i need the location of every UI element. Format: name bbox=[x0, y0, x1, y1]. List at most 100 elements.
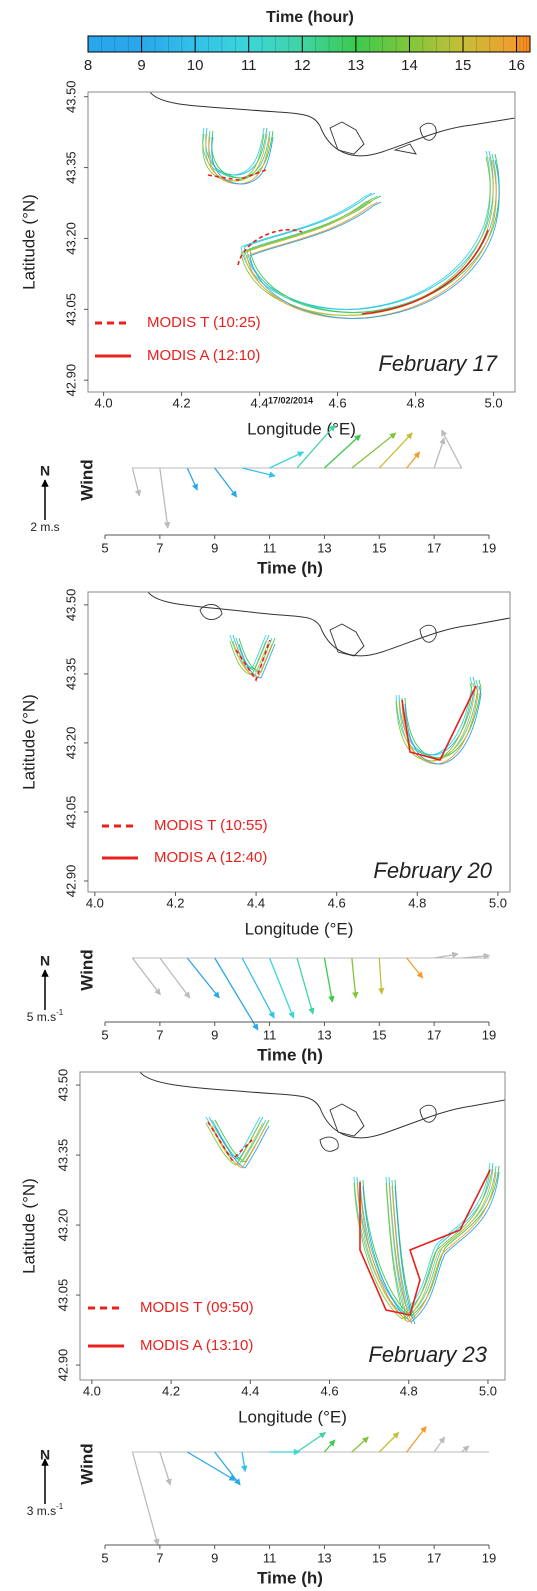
colorbar-tick-label: 15 bbox=[455, 57, 472, 74]
x-tick-label: 15 bbox=[372, 540, 386, 555]
x-tick-label: 19 bbox=[482, 1027, 496, 1042]
x-tick-label: 11 bbox=[263, 540, 277, 555]
colorbar-tick-label: 16 bbox=[508, 57, 525, 74]
colorbar-segment bbox=[302, 36, 356, 52]
wind-arrow bbox=[131, 1451, 160, 1546]
colorbar-segment bbox=[88, 36, 142, 52]
x-tick-label: 9 bbox=[211, 540, 218, 555]
colorbar-tick-label: 14 bbox=[401, 57, 418, 74]
colorbar-segment bbox=[141, 36, 196, 52]
plume-contour bbox=[205, 127, 268, 176]
plume-contour bbox=[229, 634, 267, 670]
plume-contour bbox=[246, 195, 379, 251]
wind-arrow bbox=[131, 467, 142, 497]
plume-contour bbox=[362, 1165, 500, 1317]
legend-label: MODIS T (10:25) bbox=[147, 314, 261, 331]
scale-exponent: -1 bbox=[56, 1502, 64, 1511]
plume-contour bbox=[240, 156, 491, 316]
plume-contour bbox=[388, 1182, 410, 1322]
y-axis-label: Latitude (°N) bbox=[19, 194, 38, 290]
coast-detail bbox=[393, 143, 417, 155]
x-tick-label: 5.0 bbox=[479, 1383, 497, 1398]
colorbar-segment bbox=[463, 36, 517, 52]
plume-contour bbox=[229, 640, 267, 676]
y-tick-label: 43.35 bbox=[63, 658, 78, 691]
modis-contour bbox=[359, 1169, 491, 1316]
x-axis-label: Time (h) bbox=[257, 1045, 323, 1064]
colorbar-tick-label: 11 bbox=[241, 57, 257, 74]
colorbar-title: Time (hour) bbox=[266, 9, 354, 26]
wind-arrow bbox=[241, 957, 275, 1019]
x-tick-label: 17 bbox=[427, 1550, 441, 1565]
x-tick-label: 4.2 bbox=[162, 1383, 180, 1398]
x-tick-label: 4.0 bbox=[95, 395, 113, 410]
wind-arrow bbox=[406, 957, 424, 979]
plume-contour bbox=[391, 1185, 413, 1325]
y-axis-label: Wind bbox=[77, 949, 96, 990]
x-tick-label: 13 bbox=[317, 1027, 331, 1042]
wind-arrow bbox=[406, 1425, 427, 1453]
x-tick-label: 5 bbox=[101, 1027, 108, 1042]
plume-contour bbox=[243, 156, 494, 316]
coast-detail bbox=[329, 121, 365, 155]
plume-contour bbox=[356, 1168, 494, 1320]
map-area bbox=[149, 92, 515, 319]
plume-contour bbox=[208, 1122, 264, 1166]
y-tick-label: 43.35 bbox=[55, 1139, 70, 1172]
x-tick-label: 4.6 bbox=[320, 1383, 338, 1398]
wind-arrow bbox=[186, 1451, 236, 1482]
scale-text: 5 m.s bbox=[27, 1010, 56, 1024]
x-tick-label: 17 bbox=[427, 540, 441, 555]
coast-detail bbox=[419, 624, 437, 643]
y-tick-label: 43.50 bbox=[63, 80, 78, 113]
plume-contour bbox=[359, 1171, 497, 1323]
coast-detail bbox=[319, 1136, 339, 1152]
x-tick-label: 4.2 bbox=[166, 895, 184, 910]
scale-text: 3 m.s bbox=[27, 1504, 56, 1518]
coastline bbox=[139, 1072, 505, 1139]
colorbar-segment bbox=[409, 36, 464, 52]
map-frame bbox=[87, 591, 511, 893]
coast-detail bbox=[419, 122, 437, 141]
x-axis-label: Longitude (°E) bbox=[247, 419, 356, 438]
date-label: February 17 bbox=[378, 351, 497, 376]
y-axis-label: Latitude (°N) bbox=[19, 1178, 38, 1274]
map-area bbox=[139, 1072, 505, 1325]
wind-arrow bbox=[214, 1451, 241, 1486]
plume-contour bbox=[398, 676, 476, 756]
wind-arrow bbox=[378, 432, 413, 469]
modis-contour bbox=[207, 169, 267, 181]
plume-contour bbox=[404, 679, 482, 759]
legend-label: MODIS A (13:10) bbox=[140, 1337, 253, 1354]
y-axis-label: Wind bbox=[77, 459, 96, 500]
x-axis-label: Time (h) bbox=[257, 558, 323, 577]
x-tick-label: 7 bbox=[156, 1550, 163, 1565]
wind-arrow bbox=[159, 957, 191, 999]
x-axis-label: Time (h) bbox=[257, 1568, 323, 1587]
colorbar-tick-label: 8 bbox=[84, 57, 92, 74]
legend-label: MODIS T (10:55) bbox=[154, 817, 268, 834]
plume-contour bbox=[214, 1125, 270, 1169]
y-tick-label: 43.20 bbox=[63, 727, 78, 760]
wind-arrow bbox=[296, 957, 315, 1015]
plume-contour bbox=[211, 136, 274, 185]
y-tick-label: 43.20 bbox=[55, 1209, 70, 1242]
wind-arrow bbox=[323, 434, 361, 469]
colorbar-tick-label: 12 bbox=[294, 57, 311, 74]
x-tick-label: 5.0 bbox=[489, 895, 507, 910]
modis-contour bbox=[237, 228, 303, 266]
x-tick-label: 11 bbox=[263, 1550, 277, 1565]
coastline bbox=[147, 592, 510, 657]
y-tick-label: 42.90 bbox=[63, 364, 78, 397]
wind-arrow bbox=[214, 467, 238, 498]
wind-arrow bbox=[323, 957, 335, 1003]
x-tick-label: 15 bbox=[372, 1550, 386, 1565]
y-tick-label: 43.05 bbox=[55, 1279, 70, 1312]
date-label: February 20 bbox=[373, 858, 492, 883]
scale-exponent: -1 bbox=[56, 1008, 64, 1017]
wind-arrow bbox=[296, 1431, 327, 1453]
modis-contour bbox=[235, 639, 271, 682]
wind-arrow bbox=[351, 957, 359, 999]
modis-contour bbox=[401, 685, 477, 761]
plume-contour bbox=[205, 133, 268, 182]
